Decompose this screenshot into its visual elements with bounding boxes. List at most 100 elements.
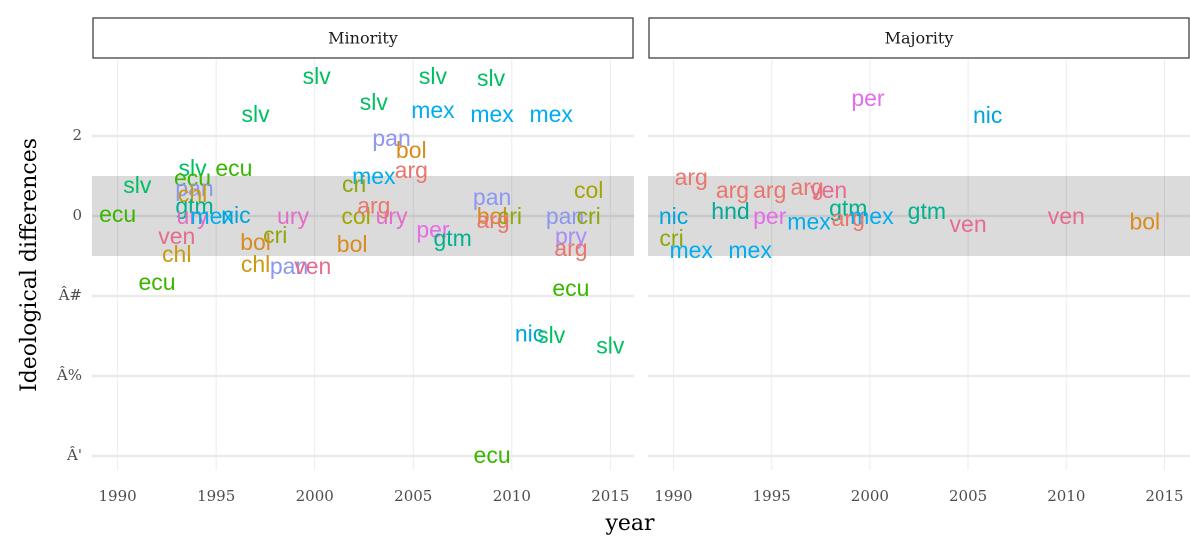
point-label: ven: [950, 211, 987, 237]
point-label: mex: [352, 163, 396, 189]
strip-title: Minority: [328, 29, 398, 48]
point-label: pan: [372, 125, 410, 151]
point-label: bol: [337, 231, 368, 257]
point-label: ecu: [215, 155, 252, 181]
point-label: bol: [396, 137, 427, 163]
point-label: slv: [477, 65, 506, 91]
point-label: mex: [669, 237, 713, 263]
x-tick-label: 1995: [197, 487, 235, 505]
point-label: pan: [270, 253, 308, 279]
y-tick-label: Â#: [58, 286, 82, 304]
y-tick-label: Â%: [56, 366, 82, 384]
point-label: nic: [221, 202, 250, 228]
point-label: slv: [596, 332, 625, 358]
point-label: ven: [158, 223, 195, 249]
band: [648, 176, 1190, 256]
point-label: nic: [515, 320, 544, 346]
x-tick-label: 1990: [99, 487, 137, 505]
point-label: slv: [303, 63, 332, 89]
point-label: nic: [659, 203, 688, 229]
point-label: mex: [787, 208, 831, 234]
x-tick-label: 2010: [493, 487, 531, 505]
x-tick-label: 2015: [1145, 487, 1183, 505]
x-tick-label: 2005: [394, 487, 432, 505]
point-label: ecu: [99, 201, 136, 227]
point-label: cri: [577, 203, 601, 229]
point-label: ury: [376, 203, 408, 229]
point-label: slv: [419, 63, 448, 89]
point-label: arg: [675, 164, 708, 190]
strip: [648, 17, 1190, 59]
point-label: arg: [554, 235, 587, 261]
point-label: ecu: [552, 275, 589, 301]
point-label: chl: [162, 241, 191, 267]
point-label: mex: [728, 237, 772, 263]
point-label: gtm: [434, 225, 472, 251]
x-tick-label: 2010: [1047, 487, 1085, 505]
band: [92, 176, 634, 256]
point-label: ecu: [138, 269, 175, 295]
point-label: per: [753, 203, 787, 229]
point-label: nic: [973, 102, 1002, 128]
point-label: arg: [476, 207, 509, 233]
point-label: bol: [240, 229, 271, 255]
x-axis-label: year: [604, 511, 655, 536]
point-label: arg: [716, 177, 749, 203]
point-label: ury: [277, 203, 309, 229]
point-label: bol: [477, 203, 508, 229]
point-label: slv: [178, 155, 207, 181]
point-label: arg: [395, 157, 428, 183]
point-label: ecu: [174, 165, 211, 191]
strip: [92, 17, 634, 59]
point-label: slv: [123, 172, 152, 198]
point-label: pan: [546, 203, 584, 229]
point-label: slv: [242, 101, 271, 127]
point-label: gtm: [175, 193, 213, 219]
strip-title: Majority: [885, 29, 954, 48]
point-label: cri: [659, 225, 683, 251]
y-axis-label: Ideological differences: [17, 138, 42, 392]
point-label: pan: [175, 175, 213, 201]
point-label: per: [416, 216, 450, 242]
point-label: slv: [360, 89, 389, 115]
point-label: col: [341, 203, 370, 229]
point-label: mex: [470, 101, 514, 127]
x-tick-label: 2005: [949, 487, 987, 505]
x-tick-label: 2015: [591, 487, 629, 505]
point-label: col: [574, 177, 603, 203]
point-label: cri: [342, 171, 366, 197]
point-label: arg: [790, 174, 823, 200]
point-label: arg: [753, 177, 786, 203]
point-label: arg: [832, 205, 865, 231]
point-label: chl: [241, 251, 270, 277]
point-label: per: [851, 85, 885, 111]
point-label: mex: [190, 203, 234, 229]
point-label: arg: [357, 192, 390, 218]
y-tick-label: Â': [66, 446, 82, 464]
x-tick-label: 2000: [851, 487, 889, 505]
y-tick-label: 0: [72, 206, 82, 224]
point-label: gtm: [908, 198, 946, 224]
y-tick-label: 2: [72, 126, 82, 144]
point-label: ecu: [474, 442, 511, 468]
point-label: ven: [294, 253, 331, 279]
point-label: gtm: [829, 195, 867, 221]
point-label: mex: [850, 203, 894, 229]
point-label: chl: [178, 181, 207, 207]
point-label: pry: [555, 223, 587, 249]
point-label: pan: [473, 184, 511, 210]
point-label: slv: [537, 322, 566, 348]
point-label: mex: [529, 101, 573, 127]
point-label: mex: [411, 97, 455, 123]
point-label: ven: [1048, 203, 1085, 229]
x-tick-label: 1990: [654, 487, 692, 505]
point-label: ven: [810, 177, 847, 203]
point-label: bol: [1129, 208, 1160, 234]
point-label: cri: [498, 203, 522, 229]
x-tick-label: 2000: [296, 487, 334, 505]
point-label: cri: [263, 222, 287, 248]
x-tick-label: 1995: [753, 487, 791, 505]
point-label: ury: [177, 203, 209, 229]
point-label: hnd: [711, 198, 749, 224]
